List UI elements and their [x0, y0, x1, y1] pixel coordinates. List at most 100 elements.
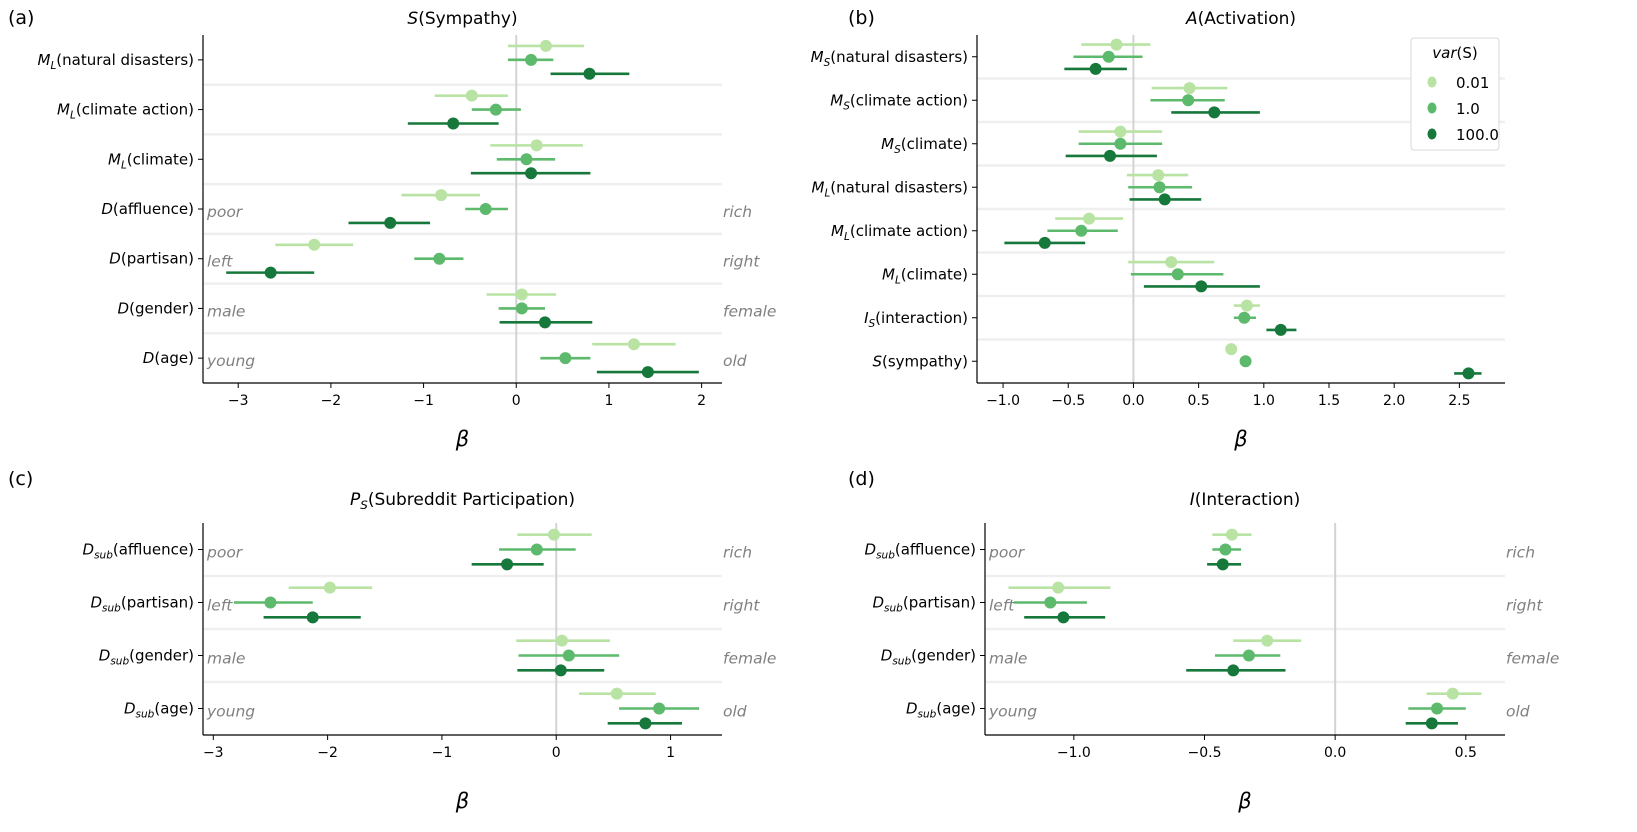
row-3: Dsub(age) young old	[906, 687, 1530, 730]
label-variable: M	[37, 51, 50, 69]
estimate-point-0.01	[1052, 581, 1065, 594]
estimate-point-100.0	[1089, 62, 1102, 75]
estimate-point-1.0	[1182, 94, 1195, 107]
label-subscript: S	[869, 318, 876, 330]
side-label-right: female	[723, 650, 776, 668]
x-tick-label: 0	[512, 393, 521, 409]
x-tick-label: 0.5	[1455, 745, 1477, 761]
x-tick-label: 1	[666, 745, 675, 761]
label-text: (natural disasters)	[830, 178, 968, 196]
label-text: (Interaction)	[1195, 490, 1301, 510]
estimate-point-1.0	[479, 203, 492, 215]
estimate-point-0.01	[1225, 528, 1238, 541]
estimate-point-0.01	[1261, 634, 1274, 647]
label-text: (interaction)	[875, 309, 968, 327]
label-variable: D	[865, 541, 877, 559]
label-text: (climate)	[127, 150, 194, 168]
row-0: ML(natural disasters)	[37, 39, 630, 80]
label-subscript: sub	[94, 550, 113, 562]
panel-title: PS(Subreddit Participation)	[350, 490, 575, 512]
panel-a: (a) S(Sympathy)ML(natural disasters)ML(cl…	[8, 7, 776, 451]
x-tick-label: 2	[697, 393, 706, 409]
label-variable: D	[118, 299, 130, 317]
legend-title-var: var	[1432, 44, 1457, 62]
side-label-left: poor	[988, 544, 1026, 562]
row-3: ML(natural disasters)	[811, 169, 1202, 206]
label-subscript: sub	[136, 709, 155, 721]
side-label-right: rich	[723, 203, 752, 221]
estimate-point-1.0	[489, 103, 502, 116]
label-variable: M	[831, 222, 844, 240]
label-text: (climate)	[901, 135, 968, 153]
panel-d: (d)I(Interaction)Dsub(affluence) poor rich…	[848, 468, 1559, 813]
estimate-point-100.0	[1227, 664, 1240, 677]
label-subscript: L	[895, 274, 901, 286]
legend-entry-1.0: 1.0	[1427, 100, 1480, 118]
row-2: Dsub(gender) male female	[99, 634, 776, 677]
label-variable: D	[881, 647, 893, 665]
row-6: D(age) young old	[143, 338, 747, 379]
y-tick-label: Dsub(affluence)	[83, 541, 194, 562]
estimate-point-1.0	[1431, 702, 1444, 715]
label-variable: D	[906, 700, 918, 718]
estimate-point-0.01	[539, 39, 552, 52]
side-label-right: rich	[1506, 544, 1535, 562]
label-variable: P	[350, 490, 361, 510]
label-text: (age)	[936, 700, 976, 718]
side-label-right: female	[1506, 650, 1559, 668]
label-text: (climate)	[901, 265, 968, 283]
x-tick-label: 1.5	[1318, 393, 1340, 409]
estimate-point-100.0	[447, 117, 460, 130]
row-5: D(gender) male female	[118, 288, 776, 329]
legend-marker	[1427, 76, 1437, 88]
estimate-point-1.0	[1219, 543, 1232, 556]
side-label-left: left	[989, 597, 1015, 615]
row-3: Dsub(age) young old	[124, 687, 747, 730]
estimate-point-100.0	[639, 717, 652, 730]
label-variable: D	[143, 349, 155, 367]
estimate-point-100.0	[554, 664, 567, 677]
estimate-point-100.0	[306, 611, 319, 624]
label-subscript: L	[121, 159, 127, 171]
panel-letter: (a)	[8, 7, 34, 29]
estimate-point-100.0	[641, 366, 654, 379]
y-tick-label: Dsub(gender)	[881, 647, 976, 668]
x-tick-label: 0.0	[1122, 393, 1144, 409]
x-axis-label: β	[455, 789, 469, 813]
estimate-point-0.01	[1225, 343, 1238, 356]
label-subscript: sub	[884, 603, 903, 615]
x-tick-label: −1	[413, 393, 434, 409]
legend-label: 0.01	[1456, 74, 1489, 92]
panel-title: S(Sympathy)	[407, 9, 517, 29]
row-2: ML(climate)	[108, 139, 591, 180]
label-text: (partisan)	[903, 594, 976, 612]
estimate-point-100.0	[1274, 323, 1287, 336]
label-text: (climate action)	[850, 91, 968, 109]
label-subscript: sub	[918, 709, 937, 721]
label-subscript: sub	[110, 656, 129, 668]
estimate-point-0.01	[1165, 256, 1178, 269]
label-text: (affluence)	[113, 541, 194, 559]
panel-title: I(Interaction)	[1190, 490, 1301, 510]
label-text: (Subreddit Participation)	[368, 490, 575, 510]
side-label-right: rich	[723, 544, 752, 562]
side-label-left: left	[207, 253, 233, 271]
label-text: (age)	[154, 349, 194, 367]
label-text: (Sympathy)	[418, 9, 517, 29]
y-tick-label: Dsub(age)	[124, 700, 194, 721]
y-tick-label: D(partisan)	[109, 250, 194, 268]
estimate-point-0.01	[1083, 212, 1096, 225]
estimate-point-100.0	[1216, 558, 1229, 571]
y-tick-label: IS(interaction)	[864, 309, 968, 330]
estimate-point-1.0	[264, 596, 277, 609]
row-2: MS(climate)	[881, 125, 1163, 162]
estimate-point-0.01	[1240, 299, 1253, 312]
row-3: D(affluence) poor rich	[101, 189, 752, 229]
label-text: (natural disasters)	[830, 48, 968, 66]
side-label-left: young	[988, 703, 1037, 721]
x-axis-label: β	[1233, 427, 1247, 451]
legend-title: var(S)	[1432, 44, 1477, 62]
label-variable: M	[57, 101, 70, 119]
estimate-point-1.0	[1114, 137, 1127, 150]
estimate-point-0.01	[308, 238, 321, 251]
